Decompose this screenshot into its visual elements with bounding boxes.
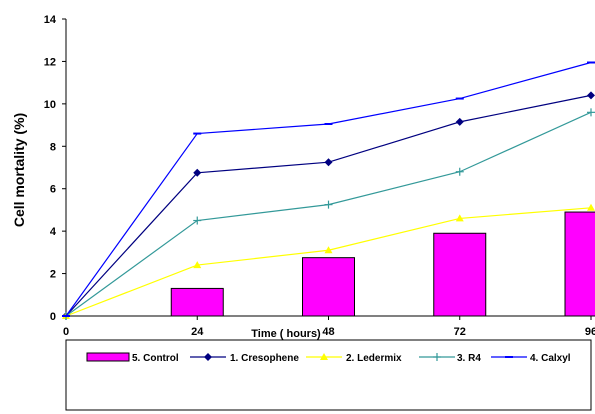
point-2-ledermix-72 [455,214,464,222]
y-tick-label: 6 [50,184,56,196]
point-2-ledermix-96 [587,203,595,211]
point-1-cresophene-72 [455,117,464,126]
legend-label-3-r4: 3. R4 [457,353,481,364]
legend-marker-2-ledermix [320,353,328,360]
point-1-cresophene-24 [193,168,202,177]
y-tick-label: 10 [44,99,56,111]
point-1-cresophene-48 [324,158,333,167]
point-2-ledermix-48 [324,246,333,254]
bar-control-96 [564,211,595,317]
y-tick-label: 14 [44,14,57,26]
y-tick-label: 4 [50,226,57,238]
legend-label-2-ledermix: 2. Ledermix [346,353,402,364]
point-2-ledermix-24 [193,261,202,269]
y-tick-label: 0 [50,311,56,323]
y-axis-title: Cell mortality (%) [11,113,27,227]
x-tick-label: 72 [454,326,466,338]
bar-control-48 [302,257,355,317]
legend-marker-3-r4 [433,353,441,361]
point-3-r4-96 [587,108,595,117]
y-tick-label: 2 [50,269,56,281]
y-tick-label: 8 [50,141,56,153]
point-1-cresophene-96 [587,91,595,100]
point-3-r4-48 [324,200,333,209]
legend-label-1-cresophene: 1. Cresophene [230,353,299,364]
bar-control-72 [433,232,487,317]
bar-control-24 [170,287,224,317]
legend-label-5-control: 5. Control [132,353,179,364]
legend-box [65,339,592,411]
point-3-r4-24 [193,216,202,225]
x-tick-label: 48 [322,326,334,338]
x-axis-title: Time ( hours) [251,328,321,340]
x-tick-label: 96 [585,326,595,338]
point-3-r4-72 [455,167,464,176]
legend-label-4-calxyl: 4. Calxyl [530,353,571,364]
x-tick-label: 24 [191,326,204,338]
legend-swatch-5-control [86,352,130,362]
legend: 5. Control 1. Cresophene 2. Ledermix 3. R4 4… [65,339,592,411]
x-tick-label: 0 [63,326,69,338]
y-tick-label: 12 [44,56,56,68]
legend-marker-1-cresophene [204,353,212,361]
